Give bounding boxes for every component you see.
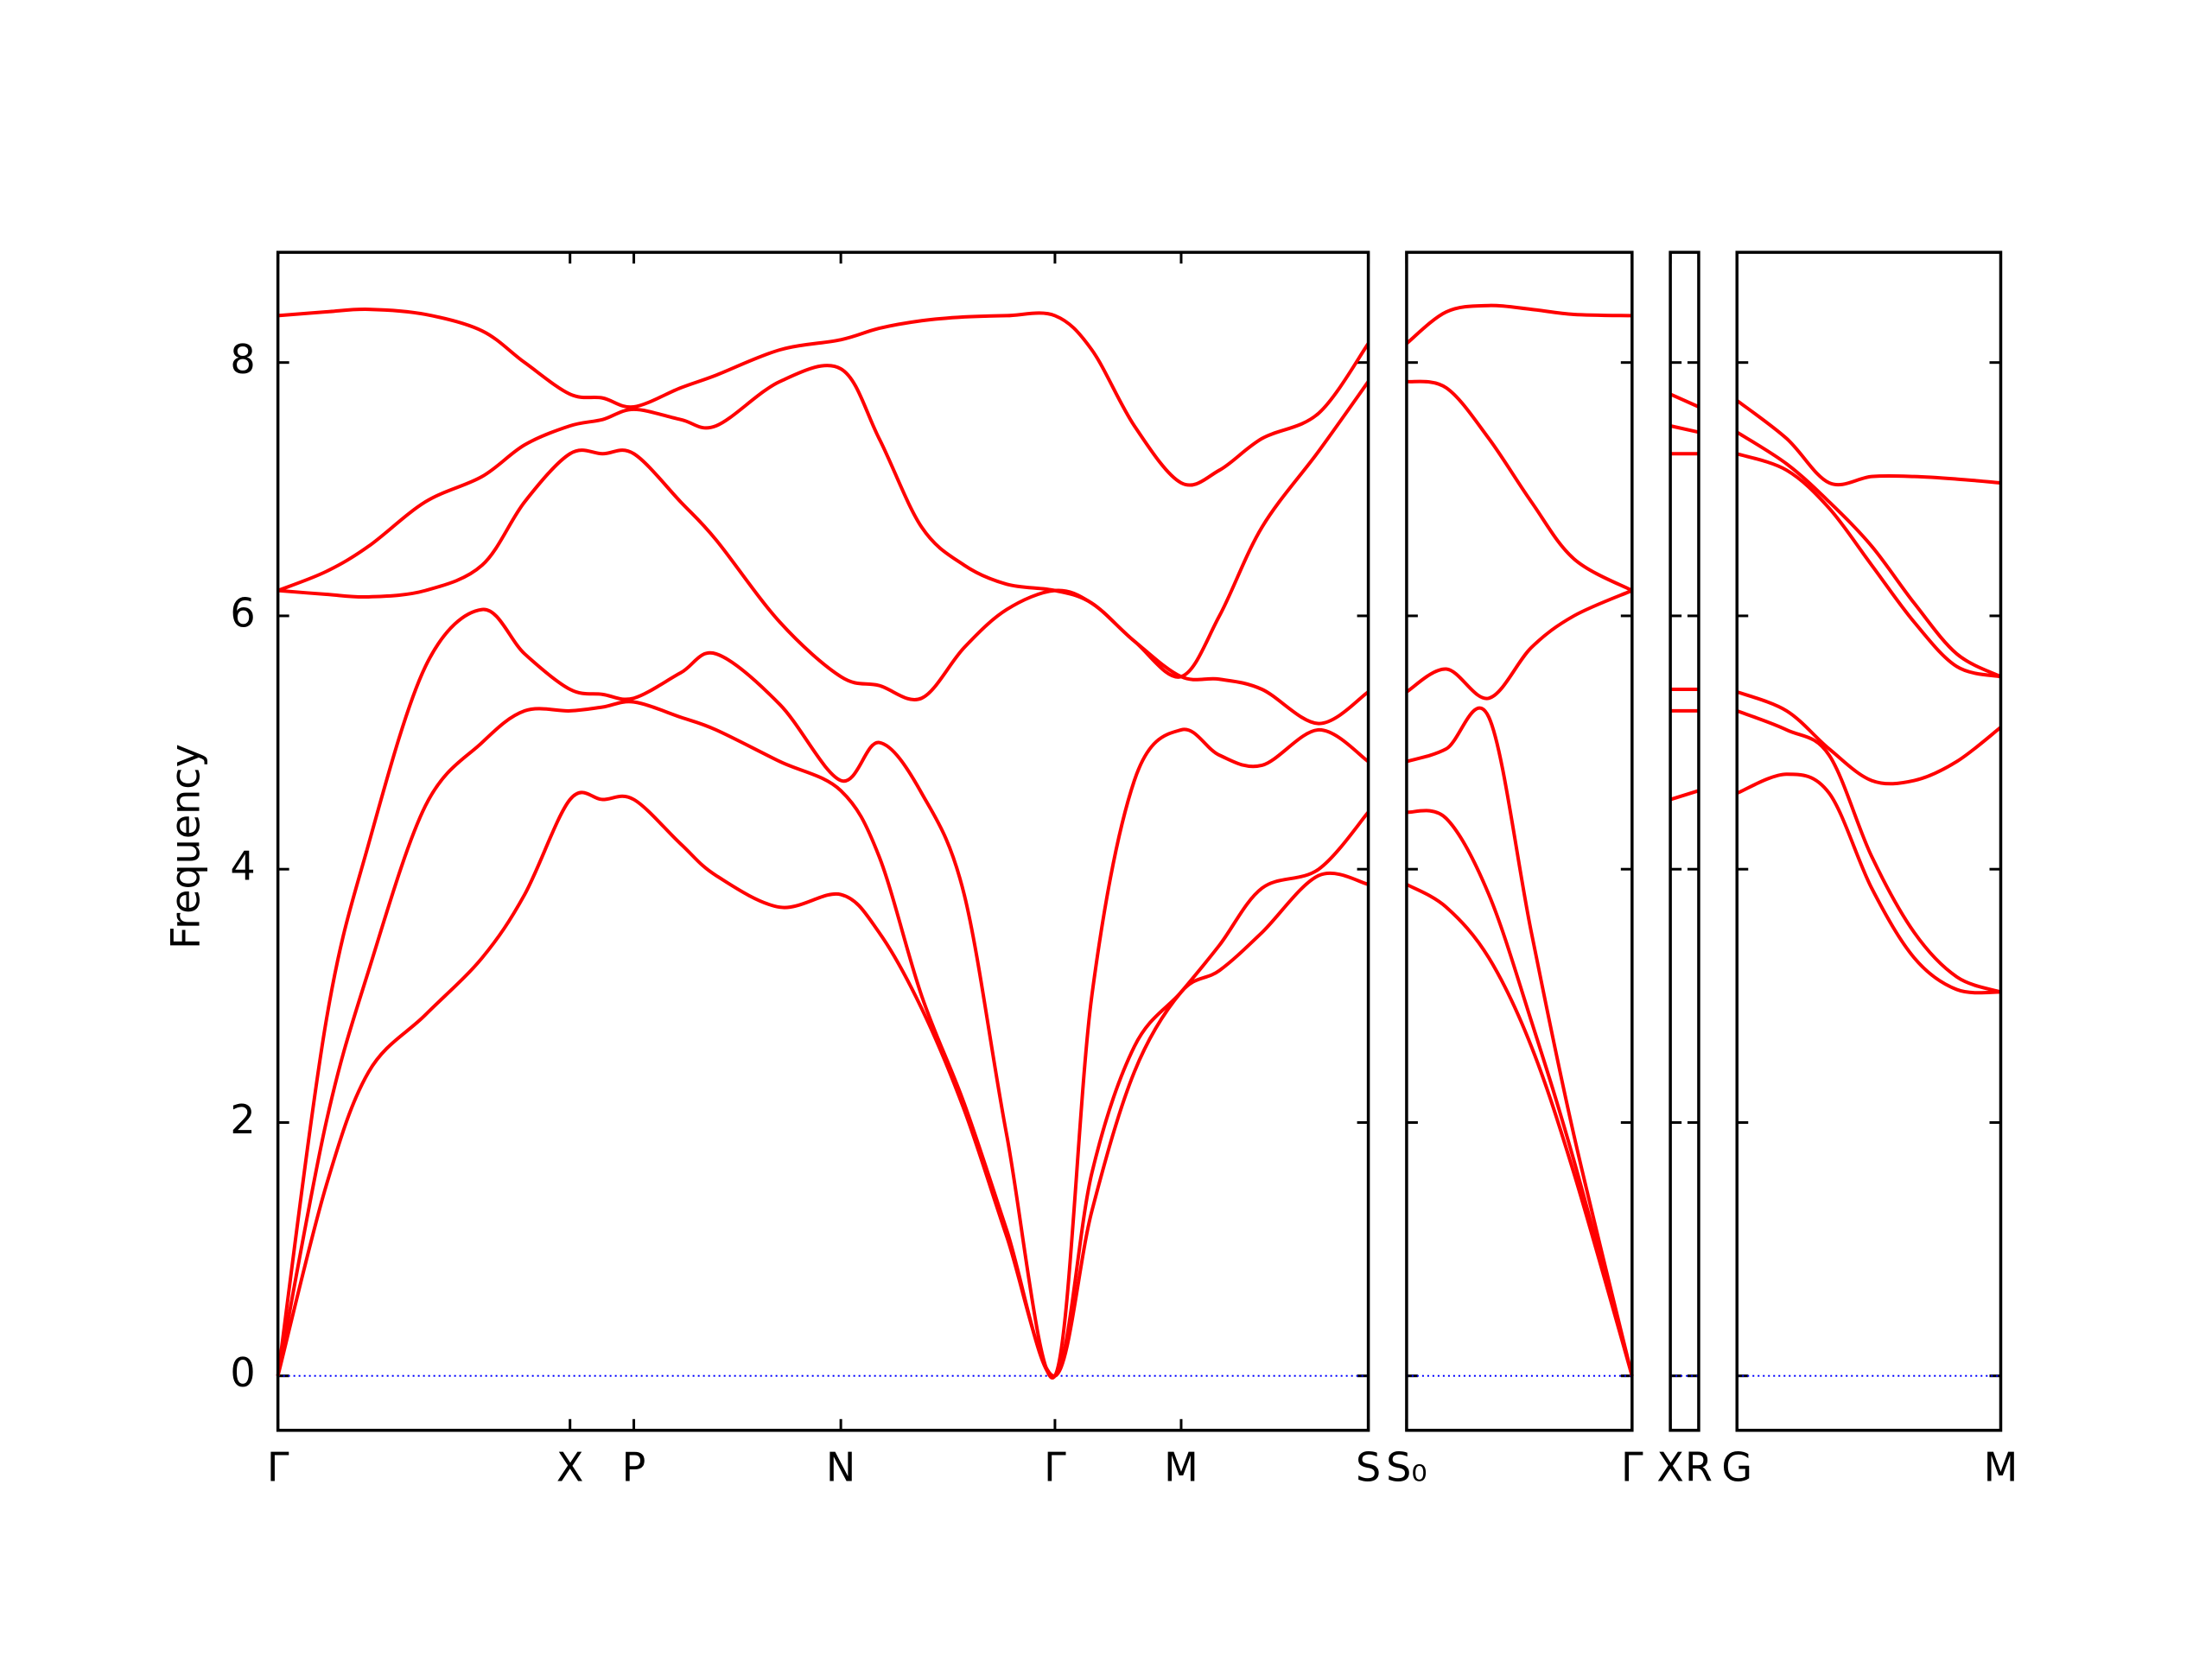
y-tick-label: 4	[230, 843, 255, 890]
band-line	[1406, 379, 1633, 593]
band-line	[276, 607, 1370, 1380]
band-line	[1669, 392, 1700, 409]
band-line	[1736, 772, 2001, 995]
band-line	[1405, 588, 1633, 701]
x-tick-label: Γ	[1621, 1443, 1643, 1490]
x-tick-label: R	[1685, 1443, 1713, 1490]
y-tick-label: 0	[230, 1349, 255, 1396]
band-line	[1736, 452, 2001, 679]
band-line	[276, 790, 1370, 1378]
band-line	[1736, 399, 2001, 487]
band-line	[277, 448, 1370, 726]
x-tick-label: Γ	[267, 1443, 289, 1490]
band-line	[1406, 809, 1634, 1377]
y-tick-label: 8	[230, 336, 255, 383]
x-tick-label: M	[1984, 1443, 2018, 1490]
band-line	[276, 364, 1370, 679]
x-tick-label: G	[1721, 1443, 1752, 1490]
x-tick-label: N	[826, 1443, 855, 1490]
x-tick-label: P	[622, 1443, 646, 1490]
panel-frame	[1669, 251, 1700, 1432]
band-line	[1736, 690, 2002, 786]
x-tick-label: M	[1164, 1443, 1198, 1490]
panel-frame	[1405, 251, 1634, 1432]
x-tick-label: Γ	[1044, 1443, 1066, 1490]
y-axis-label: Frequency	[162, 744, 209, 949]
band-line	[1405, 883, 1634, 1377]
x-tick-label: S	[1356, 1443, 1381, 1490]
band-line	[276, 700, 1370, 1379]
band-line	[1405, 303, 1632, 346]
band-line	[277, 308, 1370, 487]
x-tick-label: S₀	[1386, 1443, 1427, 1490]
y-tick-label: 6	[230, 589, 255, 636]
y-tick-label: 2	[230, 1096, 255, 1143]
x-tick-label: X	[1656, 1443, 1684, 1490]
panel-frame	[1735, 251, 2003, 1432]
band-line	[1669, 424, 1700, 435]
band-line	[1669, 789, 1700, 802]
panel-frame	[276, 251, 1370, 1432]
band-line	[1406, 706, 1634, 1377]
band-line	[1736, 430, 2002, 679]
band-line	[1736, 709, 2002, 994]
x-tick-label: X	[556, 1443, 584, 1490]
